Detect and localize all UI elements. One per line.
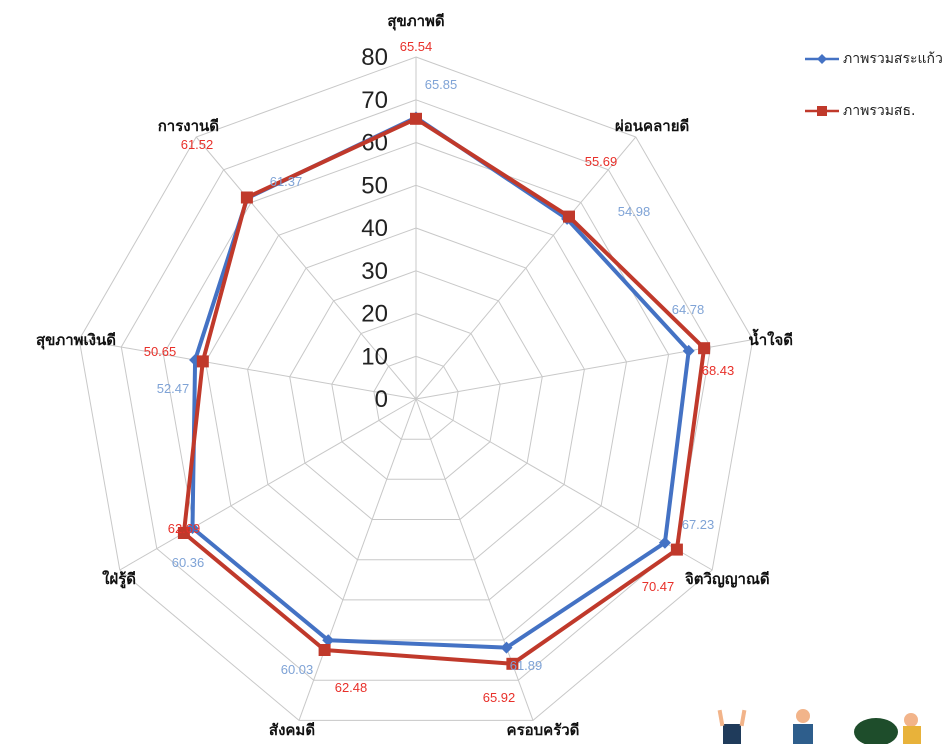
radial-tick-label: 0 xyxy=(375,386,388,413)
data-label: 55.69 xyxy=(585,154,618,169)
data-label: 62.69 xyxy=(168,521,201,536)
grid-ring xyxy=(162,141,670,641)
grid-ring xyxy=(247,227,585,561)
data-label: 60.03 xyxy=(281,662,314,677)
grid-ring xyxy=(78,56,754,721)
grid-spoke xyxy=(119,398,417,571)
grid-spoke xyxy=(79,339,417,400)
category-label: สังคมดี xyxy=(269,721,315,739)
data-point-square xyxy=(196,355,209,368)
category-label: ใฝ่รู้ดี xyxy=(102,570,136,589)
category-label: ผ่อนคลายดี xyxy=(615,117,689,135)
category-label: น้ำใจดี xyxy=(748,328,793,349)
grid-ring xyxy=(204,184,628,601)
data-point-diamond xyxy=(658,536,671,549)
data-point-square xyxy=(177,527,190,539)
data-label: 61.52 xyxy=(181,137,214,152)
data-label: 67.23 xyxy=(682,517,715,532)
data-point-square xyxy=(410,112,422,125)
grid-ring xyxy=(289,270,543,520)
grid-spoke xyxy=(298,398,417,721)
data-point-square xyxy=(318,644,331,656)
radial-tick-label: 10 xyxy=(361,343,388,370)
grid-spoke xyxy=(415,339,753,400)
legend-item-series-1: ภาพรวมสระแก้ว xyxy=(805,48,943,70)
data-label: 62.48 xyxy=(335,680,368,695)
value-labels: 65.85 54.98 64.78 67.23 61.89 60.03 60.36 52.47… xyxy=(144,39,735,705)
data-label: 64.78 xyxy=(672,302,705,317)
legend-marker-diamond xyxy=(805,54,839,64)
grid-ring xyxy=(331,312,501,480)
grid-spoke xyxy=(415,136,637,400)
data-label: 65.54 xyxy=(400,39,433,54)
category-label: สุขภาพดี xyxy=(387,12,444,31)
grid-ring xyxy=(120,99,712,681)
category-labels: สุขภาพดีผ่อนคลายดีน้ำใจดีจิตวิญญาณดีครอบ… xyxy=(36,12,793,739)
data-point-diamond xyxy=(500,641,513,654)
radial-tick-label: 40 xyxy=(361,215,388,242)
legend-label: ภาพรวมสระแก้ว xyxy=(843,51,943,67)
data-point-square xyxy=(698,342,711,355)
category-label: ครอบครัวดี xyxy=(507,721,580,739)
data-label: 54.98 xyxy=(618,204,651,219)
radial-tick-label: 20 xyxy=(361,301,388,328)
category-label: จิตวิญญาณดี xyxy=(685,570,770,588)
data-label: 65.85 xyxy=(425,77,458,92)
grid-ring xyxy=(373,355,459,440)
data-point-square xyxy=(506,657,519,670)
data-label: 50.65 xyxy=(144,344,177,359)
legend-label: ภาพรวมสธ. xyxy=(843,103,916,119)
data-point-square xyxy=(240,191,253,204)
category-label: สุขภาพเงินดี xyxy=(36,331,116,350)
data-label: 61.37 xyxy=(270,174,303,189)
person-waving-figure xyxy=(717,709,747,744)
series-layer xyxy=(177,111,711,670)
data-point-diamond xyxy=(322,634,335,647)
data-point-square xyxy=(563,210,575,223)
person-leaf-figure xyxy=(854,713,921,744)
series-line-1 xyxy=(190,115,691,650)
category-label: การงานดี xyxy=(158,117,219,135)
data-label: 52.47 xyxy=(157,381,190,396)
data-label: 60.36 xyxy=(172,555,205,570)
legend-marker-square xyxy=(805,106,839,116)
decorative-people-illustration xyxy=(717,709,921,744)
person-cheering-figure xyxy=(793,709,813,744)
radar-grid xyxy=(78,56,754,721)
data-label: 68.43 xyxy=(702,363,735,378)
radial-tick-label: 50 xyxy=(361,172,388,199)
data-point-square xyxy=(670,543,683,556)
radial-tick-label: 70 xyxy=(361,87,388,114)
data-point-diamond xyxy=(682,344,695,357)
legend-item-series-2: ภาพรวมสธ. xyxy=(805,100,943,122)
grid-spoke xyxy=(195,136,417,400)
series-line-2 xyxy=(181,116,707,666)
legend: ภาพรวมสระแก้ว ภาพรวมสธ. xyxy=(805,48,943,152)
radial-tick-label: 80 xyxy=(361,44,388,71)
data-label: 70.47 xyxy=(642,579,675,594)
data-label: 61.89 xyxy=(510,658,543,673)
data-label: 65.92 xyxy=(483,690,516,705)
radial-tick-label: 30 xyxy=(361,258,388,285)
